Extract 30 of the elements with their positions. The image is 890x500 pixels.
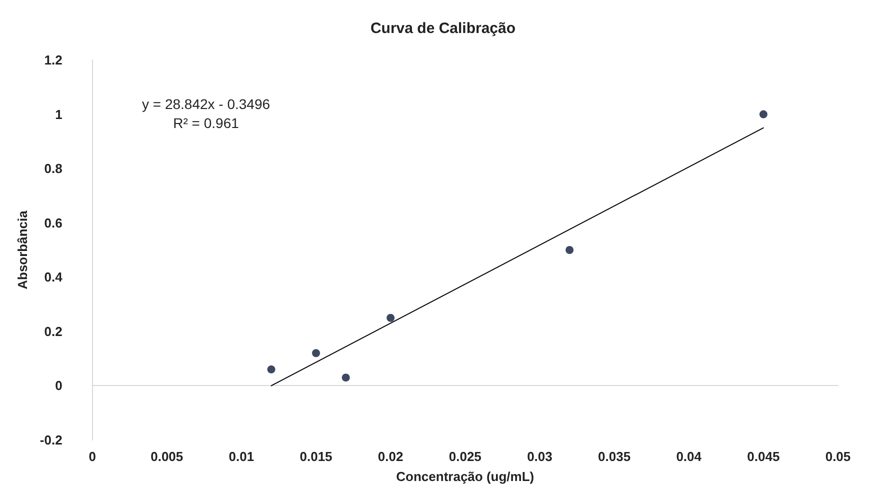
x-tick-label: 0.035	[598, 449, 631, 464]
y-axis-title: Absorbância	[15, 210, 30, 290]
point	[386, 314, 395, 322]
y-tick-label: 0.8	[44, 161, 62, 176]
x-tick-label: 0.03	[527, 449, 552, 464]
point	[312, 349, 320, 358]
x-tick-label: 0.05	[825, 449, 851, 464]
x-tick-label: 0	[88, 449, 96, 464]
annotation: y = 28.842x - 0.3496	[142, 96, 270, 112]
y-tick-label: -0.2	[40, 432, 62, 448]
x-axis-title: Concentração (ug/mL)	[396, 469, 534, 484]
y-tick-label: 0.2	[44, 324, 62, 339]
x-tick-label: 0.015	[300, 449, 332, 464]
x-tick-label: 0.045	[747, 449, 780, 464]
y-tick-label: 0.4	[44, 270, 64, 285]
x-tick-label: 0.04	[676, 449, 702, 464]
point	[759, 110, 768, 118]
chart-title: Curva de Calibração	[370, 20, 516, 37]
point	[342, 374, 350, 382]
annotation: R² = 0.961	[173, 115, 240, 131]
y-tick-label: 0.6	[44, 215, 62, 230]
point	[566, 246, 574, 254]
y-tick-label: 0	[55, 378, 62, 394]
y-tick-label: 1	[55, 106, 62, 122]
x-tick-label: 0.025	[448, 449, 482, 464]
x-tick-label: 0.005	[150, 449, 184, 464]
x-tick-label: 0.02	[378, 449, 404, 464]
point	[267, 365, 276, 374]
x-tick-label: 0.01	[228, 449, 254, 464]
y-tick-label: 1.2	[44, 52, 62, 68]
